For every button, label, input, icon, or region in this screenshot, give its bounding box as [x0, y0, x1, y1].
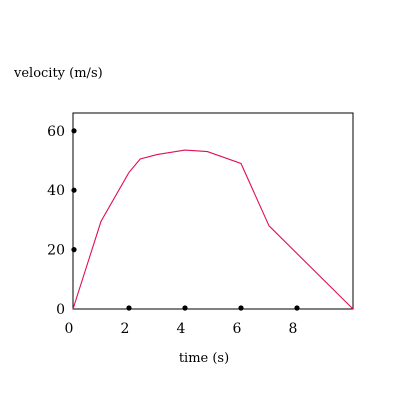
velocity-series-line: [72, 149, 354, 310]
y-tick-label: 40: [47, 183, 65, 199]
x-axis-marker: [126, 305, 132, 311]
x-axis-marker: [238, 305, 244, 311]
y-axis-label: velocity (m/s): [13, 66, 103, 81]
x-tick-label: 8: [289, 321, 298, 337]
y-tick-labels: 0 20 40 60: [47, 124, 65, 318]
x-tick-label: 4: [177, 321, 186, 337]
y-tick-label: 0: [56, 302, 65, 318]
y-axis-marker: [71, 247, 77, 253]
x-tick-label: 2: [121, 321, 130, 337]
y-tick-label: 60: [47, 124, 65, 140]
x-axis-label: time (s): [179, 351, 229, 366]
x-axis-marker: [182, 305, 188, 311]
x-tick-label: 0: [65, 321, 74, 337]
x-tick-label: 6: [233, 321, 242, 337]
x-axis-marker: [294, 305, 300, 311]
y-tick-label: 20: [47, 243, 65, 259]
axis-markers: [71, 128, 300, 311]
y-axis-marker: [71, 128, 77, 134]
plot-frame: [72, 112, 354, 310]
y-axis-marker: [71, 187, 77, 193]
x-tick-labels: 0 2 4 6 8: [65, 321, 298, 337]
